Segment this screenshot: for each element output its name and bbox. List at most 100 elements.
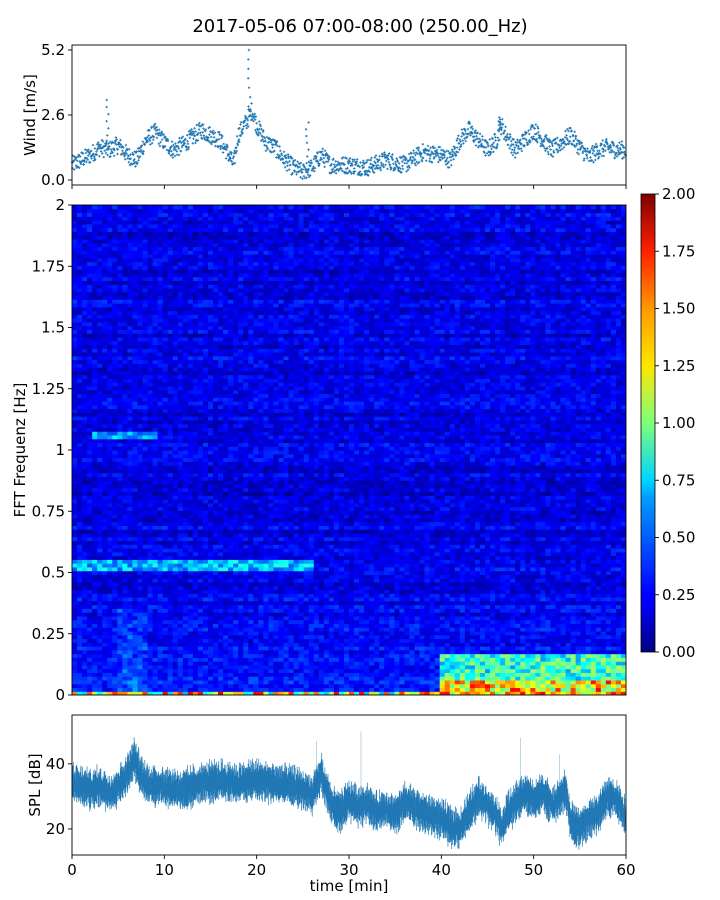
spectrogram-cell [107,679,113,685]
spectrogram-cell [484,630,491,636]
spectrogram-cell [444,687,451,692]
spectrogram-cell [293,653,300,658]
spectrogram-cell [343,634,350,640]
spectrogram-cell [525,634,531,640]
spectrogram-cell [545,638,552,643]
spectrogram-cell [444,691,451,695]
spectrogram-cell [202,668,209,673]
spectrogram-cell [117,653,123,658]
spectrogram-cell [394,642,400,647]
spectrogram-cell [167,634,174,640]
spectrogram-cell [530,653,536,658]
spectrogram-cell [585,679,592,685]
spectrogram-cell [323,676,330,681]
spectrogram-cell [424,638,431,643]
spectrogram-cell [404,668,411,673]
spectrogram-cell [278,691,285,695]
spectrogram-cell [77,679,83,685]
spectrogram-cell [585,661,592,666]
spectrogram-cell [268,691,275,695]
spectrogram-cell [182,649,189,655]
spectrogram-cell [495,691,501,695]
spectrogram-cell [102,649,108,655]
spectrogram-cell [228,683,234,689]
spectrogram-cell [560,638,567,643]
spectrogram-cell [354,630,360,636]
spectrogram-cell [580,634,587,640]
spectrogram-cell [243,627,249,632]
spectrogram-cell [283,630,290,636]
spectrogram-cell [303,668,310,673]
spectrogram-cell [213,672,219,677]
spectrogram-cell [590,649,597,655]
spectrogram-cell [515,642,521,647]
spectrogram-cell [610,664,617,670]
spectrogram-cell [293,691,300,695]
spectrogram-cell [555,634,562,640]
spectrogram-cell [213,634,219,640]
spectrogram-cell [112,638,118,643]
spectrogram-cell [439,683,446,689]
spectrogram-cell [384,661,390,666]
spectrogram-cell [197,627,204,632]
spectrogram-cell [263,661,270,666]
spectrogram-cell [112,664,118,670]
spectrogram-cell [595,683,602,689]
spectrogram-cell [223,691,229,695]
spectrogram-cell [354,653,360,658]
spectrogram-cell [505,657,511,662]
spectrogram-cell [228,646,234,651]
spectrogram-cell [570,683,577,689]
spectrogram-cell [409,691,416,695]
spectrogram-cell [97,657,103,662]
spectrogram-cell [374,630,380,636]
spectrogram-cell [530,679,536,685]
spectrogram-cell [147,627,154,632]
spectrogram-cell [167,687,174,692]
spectrogram-cell [585,676,592,681]
spectrogram-cell [77,672,83,677]
spectrogram-cell [273,642,280,647]
spectrogram-cell [384,664,390,670]
spectrogram-cell [333,638,340,643]
spectrogram-cell [495,664,501,670]
spectrogram-cell [560,653,567,658]
spectrogram-cell [207,638,214,643]
spectrogram-cell [364,668,370,673]
spectrogram-cell [283,668,290,673]
spectrogram-cell [207,634,214,640]
spectrogram-cell [172,634,179,640]
spectrogram-cell [565,661,572,666]
spectrogram-cell [207,683,214,689]
spectrogram-cell [162,630,169,636]
spectrogram-cell [102,676,108,681]
spectrogram-cell [132,668,139,673]
spectrogram-cell [379,687,385,692]
spectrogram-cell [434,691,441,695]
spectrogram-cell [228,668,234,673]
spectrogram-cell [213,642,219,647]
spectrogram-cell [117,676,123,681]
spectrogram-cell [530,683,536,689]
spectrogram-cell [253,668,259,673]
spectrogram-cell [620,657,626,662]
spectrogram-cell [620,679,626,685]
spectrogram-cell [117,679,123,685]
spectrogram-cell [610,642,617,647]
spectrogram-cell [580,661,587,666]
spectrogram-cell [434,672,441,677]
spectrogram-cell [404,657,411,662]
spectrogram-cell [620,691,626,695]
spectrogram-cell [560,668,567,673]
spectrogram-cell [474,687,481,692]
spectrogram-cell [505,630,511,636]
spectrogram-cell [288,679,295,685]
spectrogram-cell [495,676,501,681]
spectrogram-cell [82,683,88,689]
spectrogram-cell [615,657,622,662]
spectrogram-cell [590,653,597,658]
spectrogram-cell [595,649,602,655]
spectrogram-cell [87,627,93,632]
spectrogram-cell [152,649,159,655]
spectrogram-cell [127,664,134,670]
